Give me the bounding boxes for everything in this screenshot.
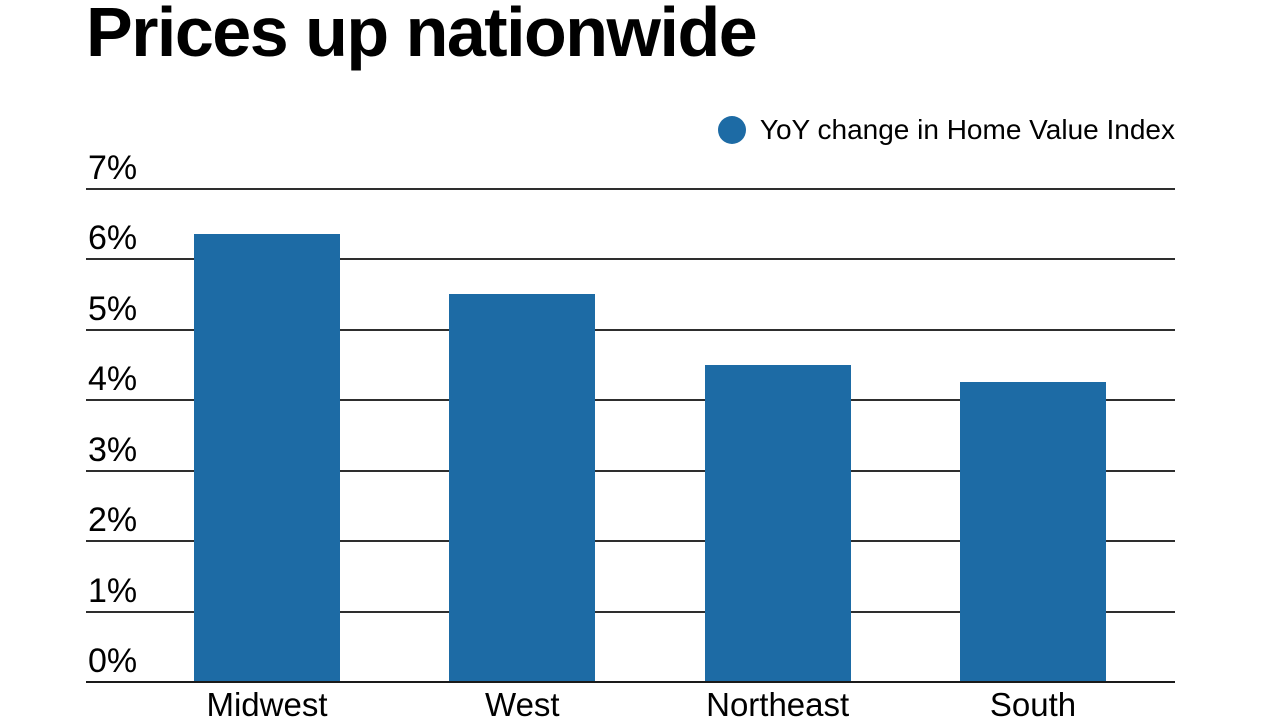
x-axis-label-south: South xyxy=(989,686,1077,720)
y-axis-tick-label: 4% xyxy=(88,360,138,398)
legend: YoY change in Home Value Index xyxy=(717,112,1175,148)
x-axis-baseline xyxy=(86,681,1175,683)
legend-marker-icon xyxy=(717,116,746,144)
y-axis-tick-label: 7% xyxy=(88,148,138,187)
gridline xyxy=(86,328,1175,331)
gridline xyxy=(86,540,1175,542)
x-axis-label-west: West xyxy=(485,686,560,720)
x-axis-label-midwest: Midwest xyxy=(206,686,328,720)
y-axis-tick-label: 5% xyxy=(88,289,138,328)
legend-label: YoY change in Home Value Index xyxy=(759,114,1175,145)
bar-west xyxy=(449,294,596,681)
y-axis-tick-label: 1% xyxy=(88,571,138,610)
bar-northeast xyxy=(704,364,851,681)
y-axis-tick-label: 3% xyxy=(88,430,138,469)
bar-midwest xyxy=(194,234,340,681)
x-axis-label-northeast: Northeast xyxy=(706,686,850,720)
gridline xyxy=(86,258,1175,260)
gridline xyxy=(86,187,1175,190)
chart-title: Prices up nationwide xyxy=(86,0,758,71)
y-axis-tick-label: 6% xyxy=(88,219,138,257)
gridline xyxy=(86,469,1175,472)
y-axis-tick-label: 0% xyxy=(88,642,138,680)
bar-south xyxy=(959,382,1106,681)
gridline xyxy=(86,399,1175,401)
y-axis-tick-label: 2% xyxy=(88,501,138,539)
gridline xyxy=(86,610,1175,613)
